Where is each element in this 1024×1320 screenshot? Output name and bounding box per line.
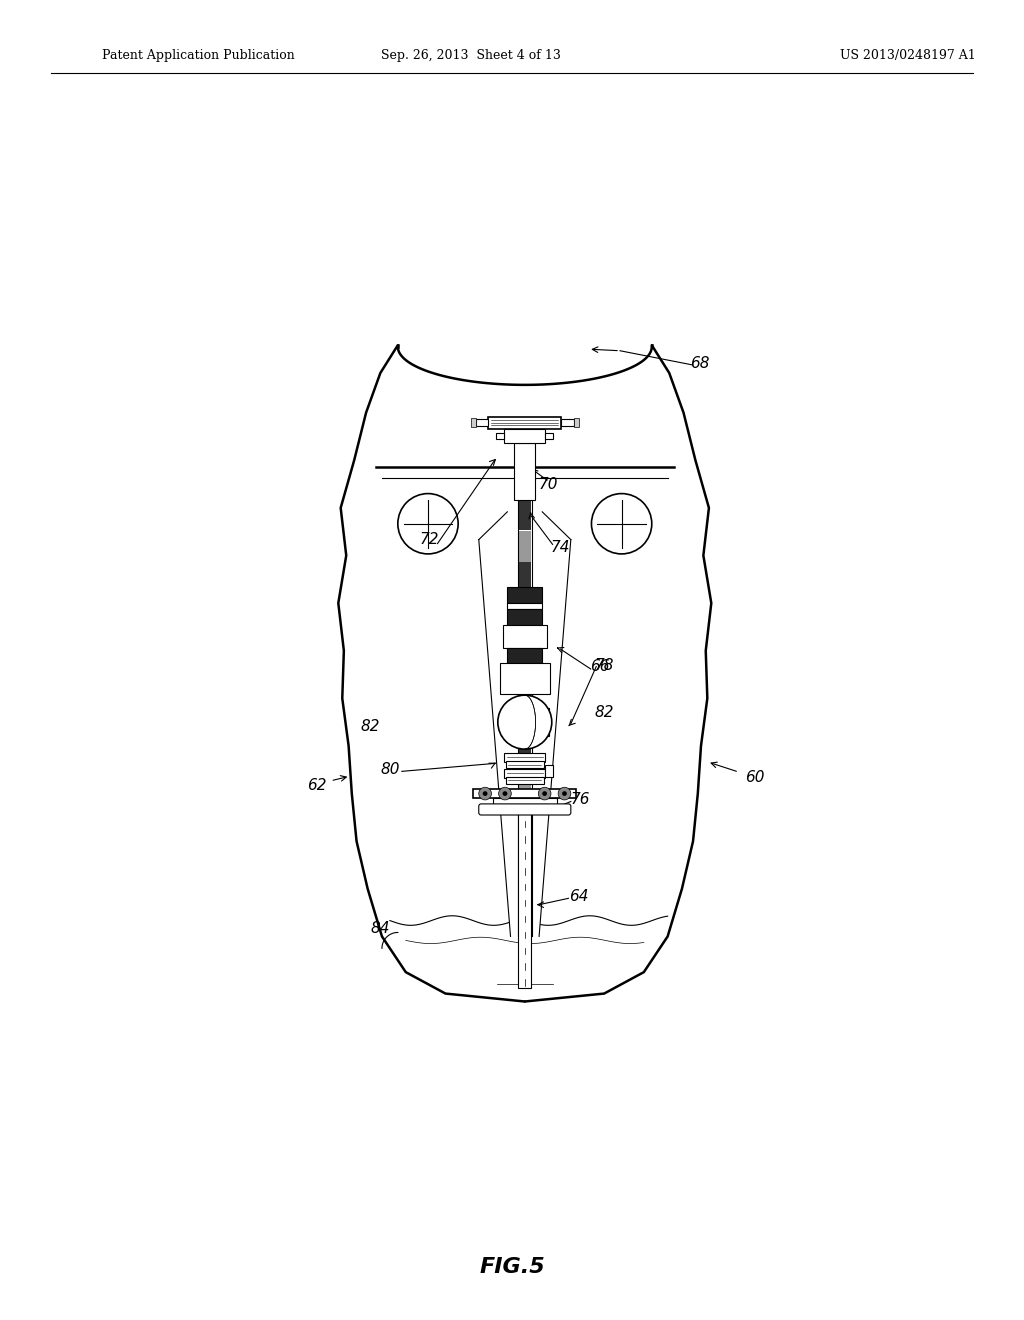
Text: US 2013/0248197 A1: US 2013/0248197 A1 [840, 49, 976, 62]
Bar [561, 418, 574, 426]
Bar [518, 656, 531, 686]
Bar [518, 718, 531, 748]
Text: 60: 60 [745, 770, 765, 785]
Bar [503, 626, 547, 648]
Text: 82: 82 [594, 705, 614, 721]
Circle shape [558, 787, 570, 800]
Bar [507, 603, 543, 610]
Bar [518, 594, 531, 624]
Text: 66: 66 [591, 659, 610, 675]
Circle shape [499, 787, 511, 800]
Text: 70: 70 [539, 477, 558, 491]
Circle shape [482, 791, 487, 796]
Bar [504, 754, 546, 762]
Bar [518, 562, 531, 593]
Bar [507, 610, 543, 626]
Text: 74: 74 [551, 540, 570, 554]
Circle shape [479, 787, 492, 800]
Bar [514, 442, 536, 500]
Bar [501, 709, 549, 737]
Text: 64: 64 [569, 890, 589, 904]
Bar [546, 766, 553, 777]
Bar [506, 777, 544, 784]
Bar [504, 770, 546, 777]
Text: FIG.5: FIG.5 [479, 1257, 545, 1278]
Text: 62: 62 [307, 777, 327, 793]
Bar [488, 417, 561, 429]
Bar [471, 418, 475, 426]
Bar [518, 813, 531, 987]
Bar [473, 789, 577, 799]
Circle shape [503, 791, 507, 796]
Circle shape [543, 791, 547, 796]
Bar [506, 762, 544, 768]
Text: 68: 68 [689, 356, 710, 371]
Bar [518, 843, 531, 874]
Bar [546, 433, 553, 438]
Text: 72: 72 [420, 532, 439, 546]
Text: 84: 84 [371, 921, 390, 936]
Text: Patent Application Publication: Patent Application Publication [102, 49, 295, 62]
Circle shape [562, 791, 567, 796]
Text: 76: 76 [570, 792, 590, 808]
Bar [500, 664, 550, 693]
Bar [518, 812, 531, 842]
Bar [518, 686, 531, 717]
Bar [574, 418, 579, 426]
Text: 82: 82 [360, 718, 380, 734]
Bar [518, 750, 531, 780]
Bar [518, 874, 531, 904]
Bar [518, 906, 531, 936]
Bar [504, 429, 546, 442]
Circle shape [498, 696, 552, 750]
Bar [507, 587, 543, 603]
Text: 80: 80 [380, 762, 399, 777]
Text: 78: 78 [594, 657, 614, 672]
Bar [497, 433, 504, 438]
FancyBboxPatch shape [479, 804, 570, 814]
Bar [494, 799, 557, 807]
Bar [518, 624, 531, 655]
Bar [518, 500, 531, 531]
Circle shape [539, 787, 551, 800]
Text: Sep. 26, 2013  Sheet 4 of 13: Sep. 26, 2013 Sheet 4 of 13 [381, 49, 561, 62]
Bar [507, 648, 543, 664]
Bar [518, 780, 531, 810]
Bar [518, 531, 531, 561]
Bar [475, 418, 488, 426]
